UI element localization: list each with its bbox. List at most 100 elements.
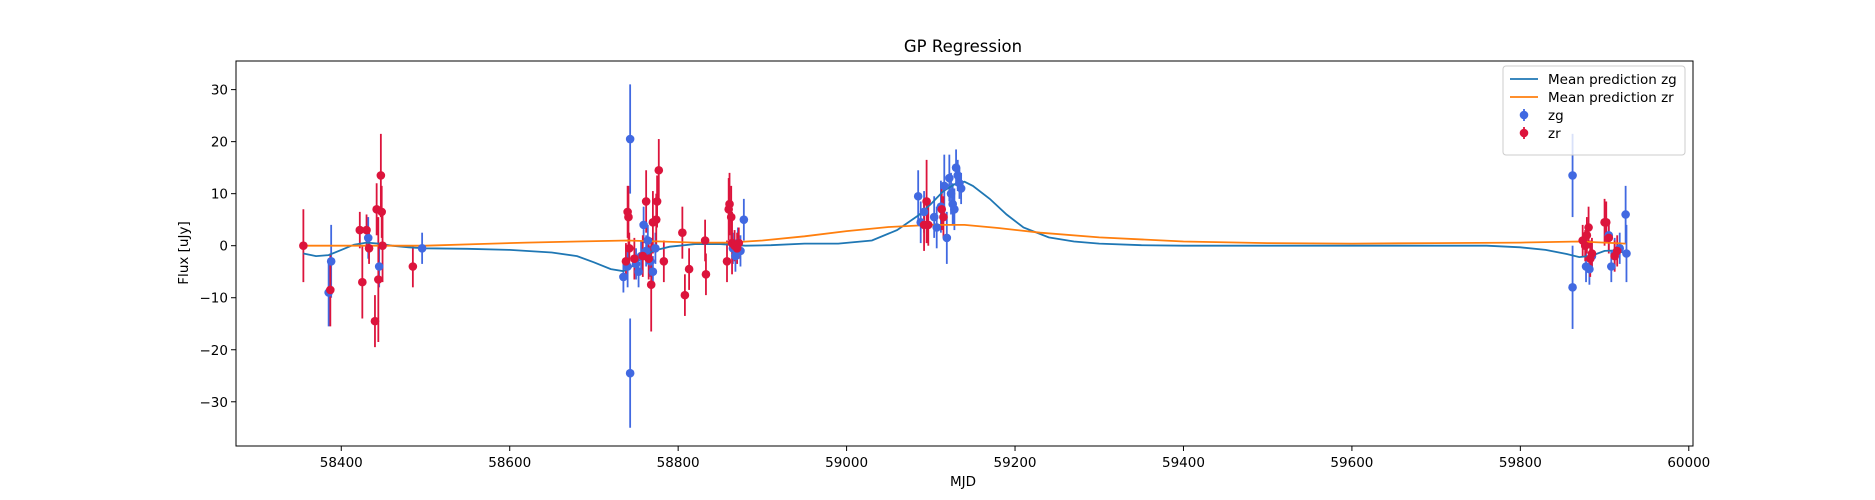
data-point-zr bbox=[378, 241, 387, 250]
data-point-zr bbox=[700, 236, 710, 245]
data-point-zr bbox=[624, 212, 633, 222]
data-point-zr bbox=[651, 215, 661, 224]
data-point-zr bbox=[1612, 246, 1622, 256]
data-point-zr bbox=[684, 264, 694, 274]
data-point-zr bbox=[1582, 230, 1592, 240]
data-point-zr bbox=[370, 316, 380, 326]
data-point-zg bbox=[946, 189, 956, 198]
data-point-zr bbox=[734, 238, 744, 248]
data-point-zr bbox=[358, 277, 367, 287]
data-point-zr bbox=[630, 254, 639, 264]
data-point-zg bbox=[953, 171, 963, 180]
y-tick-label: 30 bbox=[211, 83, 228, 99]
data-point-zg bbox=[913, 191, 923, 201]
data-point-zg bbox=[950, 204, 959, 214]
data-point-zr bbox=[376, 171, 386, 180]
data-point-zg bbox=[951, 163, 961, 172]
data-point-zr bbox=[659, 257, 669, 266]
data-point-zg bbox=[639, 220, 648, 230]
data-point-zr bbox=[680, 290, 690, 300]
x-tick-label: 58600 bbox=[488, 455, 531, 471]
legend-swatch-marker bbox=[1519, 128, 1529, 138]
data-point-zg bbox=[625, 368, 635, 378]
y-tick-label: −20 bbox=[200, 343, 229, 359]
data-point-zr bbox=[652, 197, 662, 206]
data-point-zr bbox=[722, 257, 732, 266]
data-point-zr bbox=[1604, 233, 1614, 243]
x-tick-label: 59000 bbox=[825, 455, 868, 471]
y-tick-label: 10 bbox=[211, 187, 228, 203]
legend-swatch-marker bbox=[1519, 110, 1529, 120]
data-point-zr bbox=[326, 285, 335, 295]
legend-label: Mean prediction zg bbox=[1548, 72, 1677, 88]
data-point-zr bbox=[923, 220, 933, 230]
data-point-zr bbox=[1601, 217, 1611, 227]
data-point-zr bbox=[1587, 249, 1597, 258]
data-point-zg bbox=[619, 272, 628, 282]
data-point-zr bbox=[701, 270, 711, 279]
data-point-zg bbox=[1568, 171, 1577, 180]
data-point-zg bbox=[1607, 262, 1616, 271]
series-layer bbox=[299, 84, 1631, 428]
data-point-zg bbox=[1621, 210, 1630, 219]
data-point-zg bbox=[643, 236, 653, 245]
data-point-zr bbox=[364, 243, 374, 253]
data-point-zg bbox=[1622, 249, 1631, 258]
legend-label: Mean prediction zr bbox=[1548, 90, 1674, 106]
data-point-zr bbox=[355, 225, 365, 235]
x-tick-label: 59200 bbox=[994, 455, 1037, 471]
data-point-zg bbox=[374, 262, 384, 271]
y-tick-label: −30 bbox=[200, 395, 229, 411]
data-point-zr bbox=[654, 165, 664, 175]
y-tick-label: −10 bbox=[200, 291, 229, 307]
data-point-zg bbox=[945, 173, 954, 183]
y-tick-label: 20 bbox=[211, 135, 228, 151]
mean-prediction-line-zr bbox=[303, 224, 1626, 247]
x-tick-label: 59800 bbox=[1499, 455, 1542, 471]
y-axis-label: Flux [uJy] bbox=[176, 221, 192, 284]
data-point-zg bbox=[929, 212, 939, 222]
data-point-zr bbox=[1580, 241, 1590, 250]
data-point-zg bbox=[956, 184, 966, 193]
legend-box bbox=[1502, 65, 1686, 156]
data-point-zr bbox=[377, 207, 387, 217]
data-point-zg bbox=[326, 257, 336, 266]
data-point-zr bbox=[646, 280, 656, 290]
x-axis-label: MJD bbox=[950, 474, 976, 490]
chart-title: GP Regression bbox=[904, 37, 1022, 56]
data-point-zg bbox=[932, 223, 942, 232]
legend: Mean prediction zg Mean prediction zr zg zr bbox=[1502, 65, 1686, 156]
data-point-zr bbox=[299, 241, 308, 250]
x-tick-label: 58800 bbox=[657, 455, 700, 471]
data-point-zg bbox=[739, 215, 749, 224]
plot-frame bbox=[235, 60, 1694, 447]
data-point-zg bbox=[942, 233, 952, 243]
x-tick-label: 60000 bbox=[1667, 455, 1710, 471]
data-point-zr bbox=[937, 204, 947, 214]
data-point-zg bbox=[1568, 283, 1577, 292]
data-point-zr bbox=[678, 228, 687, 237]
data-point-zr bbox=[644, 254, 653, 264]
x-tick-label: 58400 bbox=[320, 455, 363, 471]
data-point-zg bbox=[417, 243, 427, 253]
data-point-zr bbox=[1584, 223, 1593, 232]
legend-label: zr bbox=[1548, 126, 1561, 142]
legend-label: zg bbox=[1548, 108, 1564, 124]
data-point-zr bbox=[408, 262, 418, 271]
data-point-zr bbox=[939, 212, 948, 222]
axes: 58400 58600 58800 59000 59200 59400 59600 59800… bbox=[200, 83, 1711, 471]
x-tick-label: 59600 bbox=[1330, 455, 1373, 471]
data-point-zg bbox=[939, 181, 949, 191]
data-point-zg bbox=[625, 134, 635, 144]
data-point-zr bbox=[625, 243, 634, 253]
data-point-zr bbox=[726, 212, 736, 222]
data-point-zg bbox=[634, 267, 643, 277]
data-point-zr bbox=[922, 197, 931, 206]
data-point-zr bbox=[725, 199, 734, 209]
data-point-zg bbox=[648, 267, 658, 277]
data-point-zr bbox=[362, 225, 371, 235]
data-point-zg bbox=[919, 207, 929, 217]
y-tick-label: 0 bbox=[219, 239, 228, 255]
data-point-zg bbox=[363, 233, 373, 243]
